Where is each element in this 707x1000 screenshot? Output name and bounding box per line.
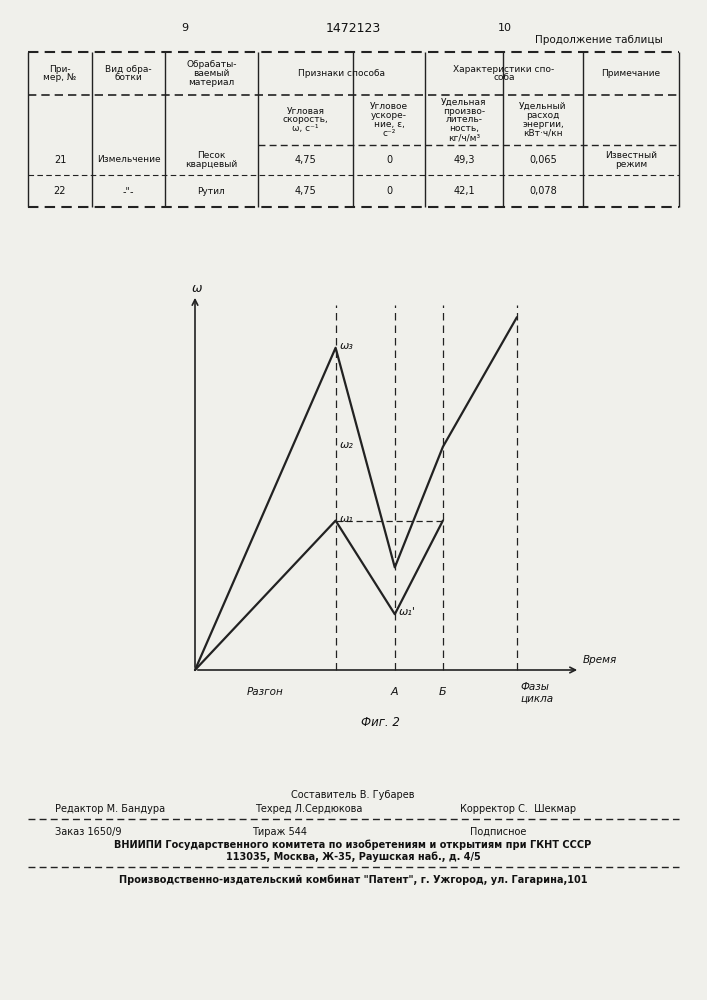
Text: 21: 21 <box>54 155 66 165</box>
Text: 0,078: 0,078 <box>529 186 557 196</box>
Text: ω, с⁻¹: ω, с⁻¹ <box>292 124 319 133</box>
Text: кВт·ч/кн: кВт·ч/кн <box>523 129 563 138</box>
Text: -"-: -"- <box>123 186 134 196</box>
Text: Разгон: Разгон <box>247 687 284 697</box>
Text: 4,75: 4,75 <box>295 186 316 196</box>
Text: ВНИИПИ Государственного комитета по изобретениям и открытиям при ГКНТ СССР: ВНИИПИ Государственного комитета по изоб… <box>115 840 592 850</box>
Text: произво-: произво- <box>443 106 485 115</box>
Text: Удельная: Удельная <box>441 98 486 106</box>
Text: 4,75: 4,75 <box>295 155 316 165</box>
Text: Рутил: Рутил <box>198 186 226 196</box>
Text: 1472123: 1472123 <box>325 21 380 34</box>
Text: Примечание: Примечание <box>602 69 660 78</box>
Text: Фазы: Фазы <box>521 682 550 692</box>
Text: Б: Б <box>439 687 447 697</box>
Text: Продолжение таблицы: Продолжение таблицы <box>535 35 662 45</box>
Text: Редактор М. Бандура: Редактор М. Бандура <box>55 804 165 814</box>
Text: ваемый: ваемый <box>193 69 230 78</box>
Text: ускоре-: ускоре- <box>371 111 407 120</box>
Text: Заказ 1650/9: Заказ 1650/9 <box>55 827 122 837</box>
Text: расход: расход <box>526 111 560 120</box>
Text: Песок: Песок <box>197 151 226 160</box>
Text: кварцевый: кварцевый <box>185 160 238 169</box>
Text: 0: 0 <box>386 155 392 165</box>
Text: Подписное: Подписное <box>470 827 527 837</box>
Text: Известный: Известный <box>605 151 657 160</box>
Text: Обрабаты-: Обрабаты- <box>186 60 237 69</box>
Text: 10: 10 <box>498 23 512 33</box>
Text: ω₃: ω₃ <box>339 341 354 351</box>
Text: Характеристики спо-: Характеристики спо- <box>453 64 554 74</box>
Text: 22: 22 <box>54 186 66 196</box>
Text: энергии,: энергии, <box>522 120 564 129</box>
Text: ω₂: ω₂ <box>339 440 354 450</box>
Text: материал: материал <box>188 78 235 87</box>
Text: ботки: ботки <box>115 74 142 83</box>
Text: А: А <box>391 687 399 697</box>
Text: кг/ч/м³: кг/ч/м³ <box>448 133 480 142</box>
Text: Техред Л.Сердюкова: Техред Л.Сердюкова <box>255 804 363 814</box>
Text: 113035, Москва, Ж-35, Раушская наб., д. 4/5: 113035, Москва, Ж-35, Раушская наб., д. … <box>226 852 480 862</box>
Text: 0,065: 0,065 <box>529 155 557 165</box>
Text: Измельчение: Измельчение <box>97 155 160 164</box>
Text: ность,: ность, <box>449 124 479 133</box>
Text: соба: соба <box>493 74 515 83</box>
Text: При-: При- <box>49 64 71 74</box>
Text: Составитель В. Губарев: Составитель В. Губарев <box>291 790 415 800</box>
Text: Время: Время <box>583 655 617 665</box>
Text: мер, №: мер, № <box>43 74 76 83</box>
Text: цикла: цикла <box>521 694 554 704</box>
Text: ω: ω <box>192 282 202 294</box>
Text: Корректор С.  Шекмар: Корректор С. Шекмар <box>460 804 576 814</box>
Text: Производственно-издательский комбинат "Патент", г. Ужгород, ул. Гагарина,101: Производственно-издательский комбинат "П… <box>119 875 588 885</box>
Text: 0: 0 <box>386 186 392 196</box>
Text: Угловая: Угловая <box>286 106 325 115</box>
Text: 42,1: 42,1 <box>453 186 475 196</box>
Text: ω₁: ω₁ <box>339 514 354 524</box>
Text: Удельный: Удельный <box>519 102 567 111</box>
Text: Признаки способа: Признаки способа <box>298 69 385 78</box>
Text: ние, ε,: ние, ε, <box>373 120 404 129</box>
Text: 49,3: 49,3 <box>453 155 474 165</box>
Text: Фиг. 2: Фиг. 2 <box>361 716 399 728</box>
Text: литель-: литель- <box>445 115 482 124</box>
Text: скорость,: скорость, <box>283 115 328 124</box>
Text: режим: режим <box>615 160 647 169</box>
Text: Угловое: Угловое <box>370 102 408 111</box>
Text: 9: 9 <box>182 23 189 33</box>
Text: ω₁': ω₁' <box>399 607 416 617</box>
Text: Вид обра-: Вид обра- <box>105 64 152 74</box>
Text: Тираж 544: Тираж 544 <box>252 827 308 837</box>
Text: с⁻²: с⁻² <box>382 129 396 138</box>
